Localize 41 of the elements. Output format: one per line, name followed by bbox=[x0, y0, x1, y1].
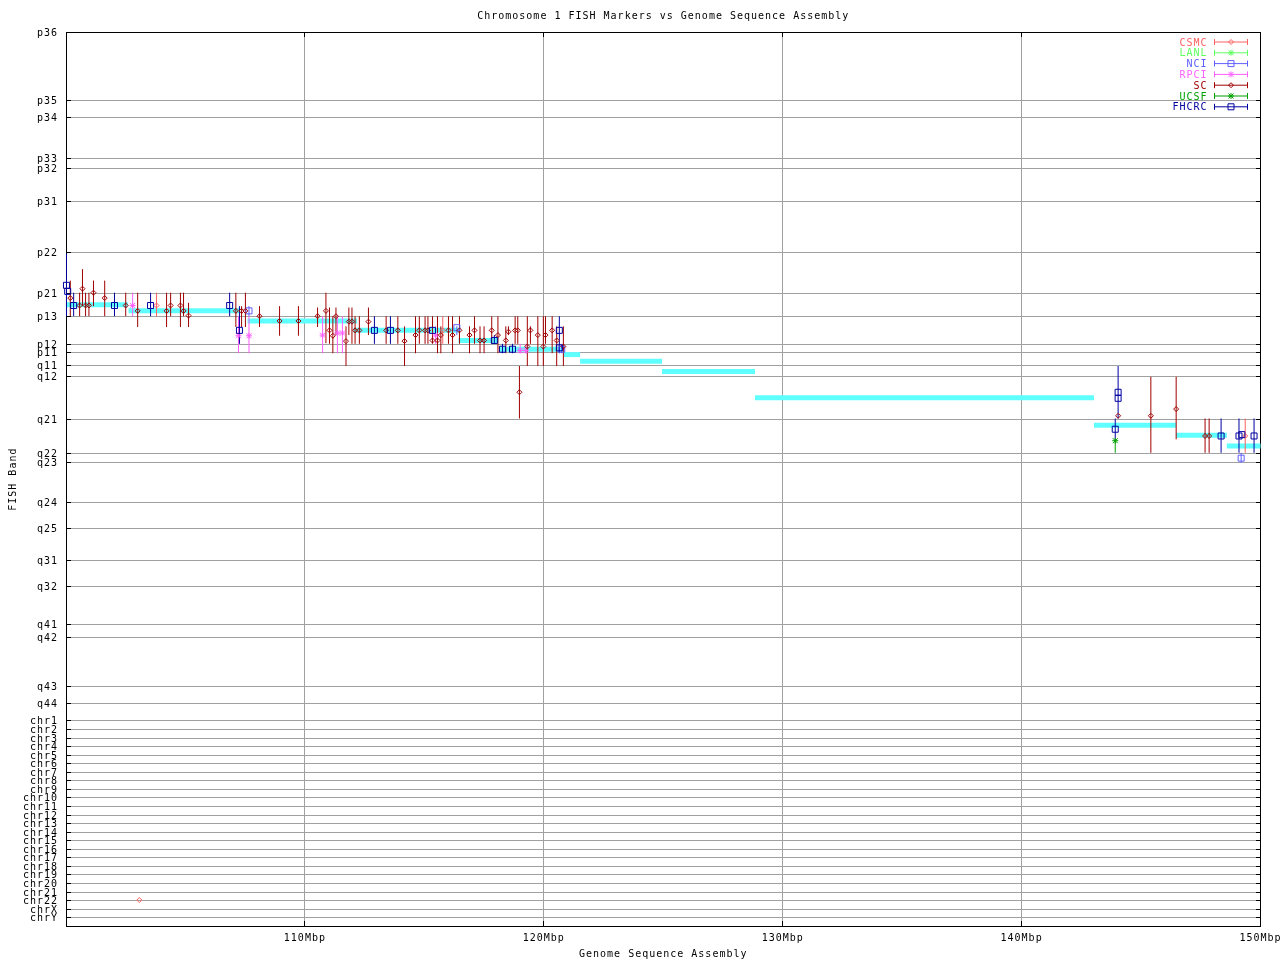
category-label: q44 bbox=[36, 698, 58, 710]
category-label: q12 bbox=[36, 370, 58, 382]
x-tick-label: 110Mbp bbox=[283, 931, 326, 943]
category-label: q21 bbox=[36, 413, 58, 425]
y-axis-title: FISH Band bbox=[6, 447, 18, 511]
category-label: p31 bbox=[36, 195, 58, 207]
category-label: q25 bbox=[36, 522, 58, 534]
category-label: p33 bbox=[36, 152, 58, 164]
category-label: p32 bbox=[36, 163, 58, 175]
x-tick-label: 130Mbp bbox=[761, 931, 804, 943]
category-label: p34 bbox=[36, 112, 58, 124]
category-label: p21 bbox=[36, 287, 58, 299]
category-label: p22 bbox=[36, 246, 58, 258]
x-tick-label: 140Mbp bbox=[1000, 931, 1043, 943]
category-label: q42 bbox=[36, 631, 58, 643]
category-label: q41 bbox=[36, 619, 58, 631]
legend-label: SC bbox=[1193, 79, 1208, 91]
legend-label: CSMC bbox=[1179, 36, 1208, 48]
category-label: q32 bbox=[36, 580, 58, 592]
legend-label: UCSF bbox=[1179, 90, 1208, 102]
category-label: p12 bbox=[36, 338, 58, 350]
category-label: q11 bbox=[36, 360, 58, 372]
category-label: q43 bbox=[36, 681, 58, 693]
legend-label: LANL bbox=[1179, 47, 1208, 59]
category-label: q22 bbox=[36, 447, 58, 459]
x-axis-title: Genome Sequence Assembly bbox=[579, 947, 748, 959]
category-label: q24 bbox=[36, 497, 58, 509]
category-label: chrY bbox=[29, 912, 58, 924]
category-label: p11 bbox=[36, 347, 58, 359]
legend-label: FHCRC bbox=[1172, 101, 1208, 113]
legend-label: NCI bbox=[1186, 58, 1208, 70]
category-label: p35 bbox=[36, 94, 58, 106]
chart-title: Chromosome 1 FISH Markers vs Genome Sequence Assembly bbox=[477, 9, 850, 21]
category-label: q31 bbox=[36, 554, 58, 566]
category-label: chr1 bbox=[29, 715, 58, 727]
x-tick-label: 120Mbp bbox=[522, 931, 565, 943]
category-label: p36 bbox=[36, 26, 58, 38]
category-label: p13 bbox=[36, 311, 58, 323]
legend-label: RPCI bbox=[1179, 68, 1208, 80]
category-label: chr10 bbox=[22, 792, 58, 804]
category-label: chr17 bbox=[22, 852, 58, 864]
